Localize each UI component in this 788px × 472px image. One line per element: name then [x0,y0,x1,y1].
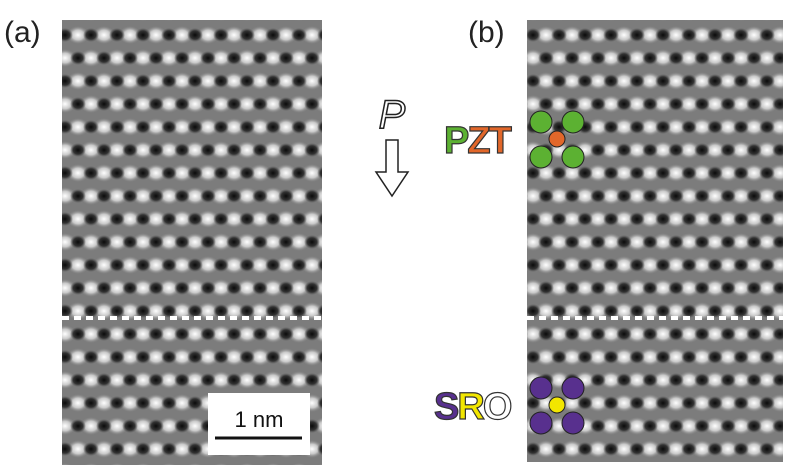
atom [561,145,585,169]
atom [561,110,585,134]
atom [529,110,553,134]
atom [548,130,566,148]
stem-image-a [62,20,322,465]
panel-label: (b) [468,16,505,49]
atom [529,145,553,169]
scale-bar-box [208,393,310,455]
polarization-arrow [374,139,410,198]
layer-annotations: PZT SRO [433,110,585,435]
layer-letter: R [457,386,484,428]
atom [561,411,585,435]
atom [529,411,553,435]
layer-letter: T [489,120,512,162]
layer-letter: O [483,386,513,428]
layer-letter: Z [467,120,490,162]
scale-bar-label: 1 nm [235,407,284,432]
atom [561,376,585,400]
layer-letter: P [444,120,469,162]
atom [548,396,566,414]
polarization-label: P [379,93,406,137]
atom [529,376,553,400]
panel-label: (a) [4,16,41,49]
layer-letter: S [434,386,459,428]
